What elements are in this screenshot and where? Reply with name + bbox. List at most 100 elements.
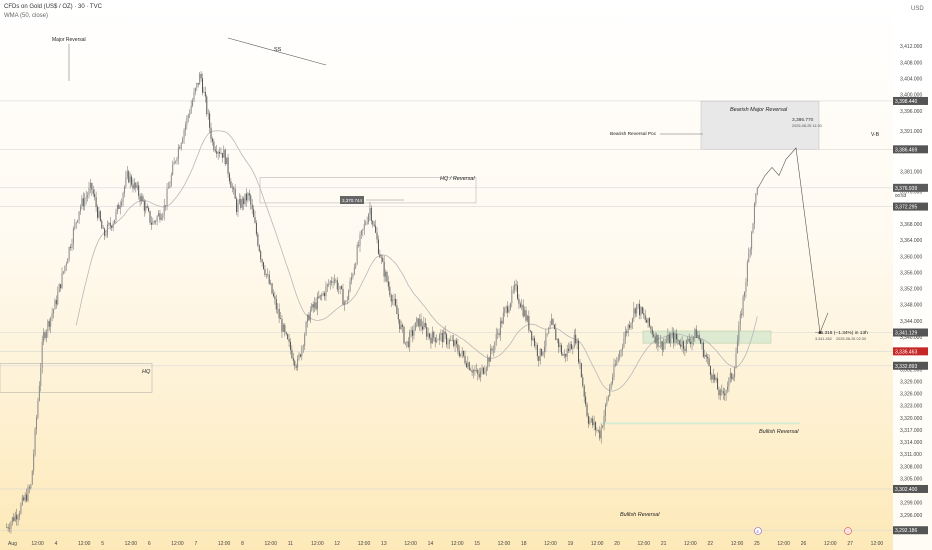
candle-body [346, 300, 348, 301]
x-tick-label: 12:00 [591, 541, 604, 547]
x-tick-label: 12:00 [544, 541, 557, 547]
candle-body [45, 331, 47, 338]
candle-body [363, 224, 365, 230]
candle-body [671, 332, 673, 336]
candle-body [77, 219, 79, 223]
y-tick-label: 3,376.000 [900, 190, 922, 196]
candle-body [236, 198, 238, 212]
x-tick-label: 25 [754, 541, 760, 547]
candle-body [621, 347, 624, 351]
candle-body [206, 96, 208, 115]
candle-body [176, 158, 178, 162]
candle-body [321, 294, 323, 296]
candle-body [504, 309, 506, 313]
candle-body [101, 220, 103, 229]
candle-body [580, 363, 582, 378]
candle-body [57, 292, 59, 305]
candle-body [342, 288, 344, 305]
wma-line [75, 130, 758, 392]
price-label-box [893, 347, 928, 356]
candle-body [732, 377, 734, 380]
hq-reversal-box [259, 177, 477, 204]
candle-body [382, 257, 384, 262]
candle-body [376, 232, 378, 240]
candle-body [470, 369, 472, 371]
candle-body [88, 187, 90, 196]
price-label-box [893, 145, 928, 154]
candle-body [521, 304, 523, 308]
candle-body [484, 371, 486, 374]
candle-body [53, 309, 55, 314]
candle-body [108, 222, 110, 225]
candle-body [385, 271, 387, 277]
candle-body [413, 330, 415, 336]
candle-body [560, 345, 562, 355]
candle-body [68, 247, 70, 260]
candle-body [333, 279, 335, 283]
candle-body [17, 516, 19, 520]
candle-body [125, 176, 127, 187]
candle-body [213, 141, 215, 150]
candle-body [673, 332, 675, 343]
projection-path [757, 147, 829, 334]
candle-body [664, 342, 666, 344]
candle-body [353, 267, 355, 275]
candle-body [160, 217, 162, 220]
candle-body [343, 302, 345, 305]
candle-body [133, 182, 135, 189]
candle-body [369, 207, 371, 215]
candle-body [263, 262, 265, 270]
candle-body [311, 304, 313, 311]
candle-body [463, 350, 465, 356]
candle-body [455, 340, 457, 345]
candle-body [678, 340, 680, 345]
candle-body [482, 367, 484, 374]
ss-label: SS [274, 47, 282, 53]
bullish-reversal-label-1: Bullish Reversal [759, 429, 799, 435]
candle-body [20, 504, 22, 514]
bullish-reversal-label-2: Bullish Reversal [620, 512, 660, 518]
candle-body [118, 204, 120, 209]
candle-body [592, 418, 594, 426]
hq-reversal-label: HQ / Reversal [440, 176, 475, 182]
candle-body [383, 261, 385, 277]
candle-body [614, 364, 616, 366]
candle-body [667, 334, 669, 342]
candle-body [488, 357, 490, 362]
candle-body [531, 331, 533, 341]
candle-body [505, 306, 507, 310]
candle-body [253, 209, 255, 218]
candle-body [576, 340, 578, 344]
candle-body [227, 157, 229, 174]
candle-body [748, 252, 750, 263]
candle-body [639, 303, 641, 316]
candle-body [258, 245, 260, 252]
candle-body [522, 304, 524, 317]
candle-body [231, 187, 233, 189]
candle-body [718, 389, 720, 396]
candle-body [197, 83, 199, 85]
candle-body [186, 117, 188, 125]
candle-body [355, 263, 357, 268]
candle-body [458, 351, 460, 357]
candle-body [419, 319, 421, 327]
candle-body [264, 269, 266, 275]
candle-body [650, 326, 652, 330]
candle-body [271, 283, 273, 294]
x-tick-label: 4 [55, 541, 58, 547]
candle-body [552, 319, 554, 325]
candle-body [692, 336, 694, 340]
candle-body [238, 199, 240, 204]
candle-body [430, 337, 432, 344]
candle-body [248, 193, 250, 196]
candle-body [322, 293, 324, 296]
candle-body [180, 143, 182, 149]
candle-body [122, 193, 124, 203]
candle-body [728, 378, 730, 387]
candle-body [177, 147, 179, 159]
candle-body [84, 198, 86, 207]
candle-body [275, 299, 277, 310]
candle-body [241, 198, 243, 208]
candle-body [379, 253, 381, 258]
